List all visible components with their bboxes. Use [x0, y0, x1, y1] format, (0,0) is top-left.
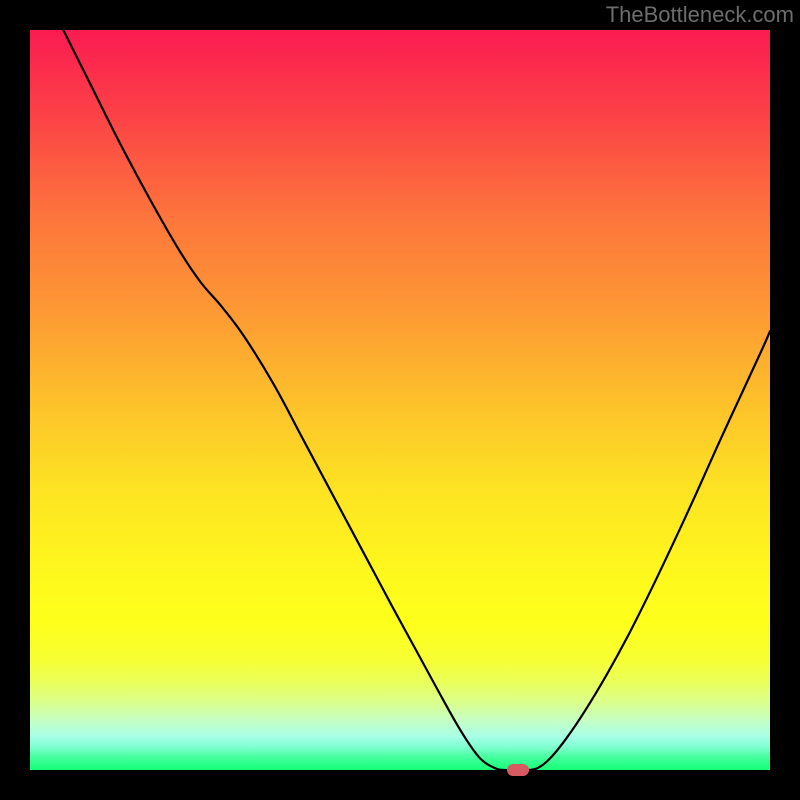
bottleneck-curve: [30, 30, 770, 770]
optimal-marker: [507, 764, 529, 776]
chart-frame: TheBottleneck.com: [0, 0, 800, 800]
plot-area: [30, 30, 770, 770]
attribution-watermark: TheBottleneck.com: [606, 2, 794, 28]
